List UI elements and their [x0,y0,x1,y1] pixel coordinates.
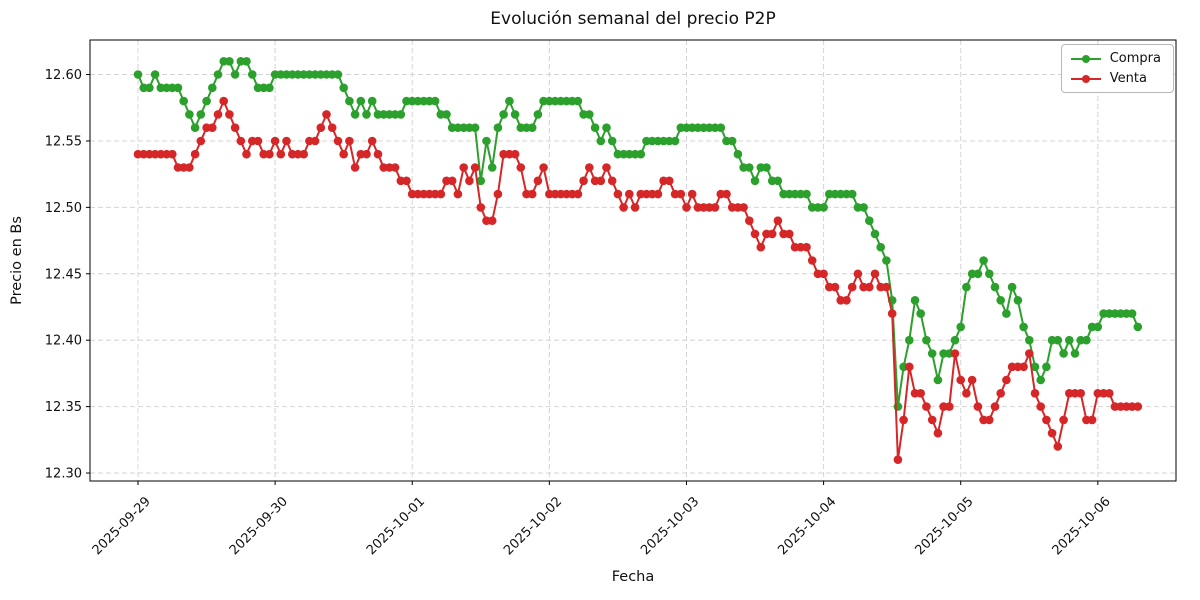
svg-text:12.60: 12.60 [45,68,82,83]
svg-text:12.35: 12.35 [45,400,82,415]
legend-label-venta: Venta [1109,71,1147,86]
svg-text:2025-10-04: 2025-10-04 [775,494,839,558]
legend-label-compra: Compra [1109,51,1161,66]
svg-text:2025-10-05: 2025-10-05 [913,494,977,558]
compra-line-marker-icon [1070,53,1101,64]
legend-item-venta: Venta [1070,71,1161,86]
svg-text:12.30: 12.30 [45,467,82,482]
svg-text:Precio en Bs: Precio en Bs [9,216,25,305]
svg-text:12.45: 12.45 [45,267,82,282]
svg-text:2025-10-03: 2025-10-03 [638,494,702,558]
svg-text:12.40: 12.40 [45,334,82,349]
chart-title: Evolución semanal del precio P2P [490,9,776,29]
legend-item-compra: Compra [1070,51,1161,66]
svg-text:2025-10-01: 2025-10-01 [364,494,428,558]
svg-text:Fecha: Fecha [612,569,655,585]
svg-text:2025-10-06: 2025-10-06 [1050,494,1114,558]
venta-line-marker-icon [1070,73,1101,84]
svg-text:2025-09-29: 2025-09-29 [90,494,154,558]
legend: Compra Venta [1060,44,1174,93]
svg-text:12.55: 12.55 [45,134,82,149]
svg-text:2025-10-02: 2025-10-02 [501,494,565,558]
svg-text:2025-09-30: 2025-09-30 [227,494,291,558]
svg-text:12.50: 12.50 [45,201,82,216]
